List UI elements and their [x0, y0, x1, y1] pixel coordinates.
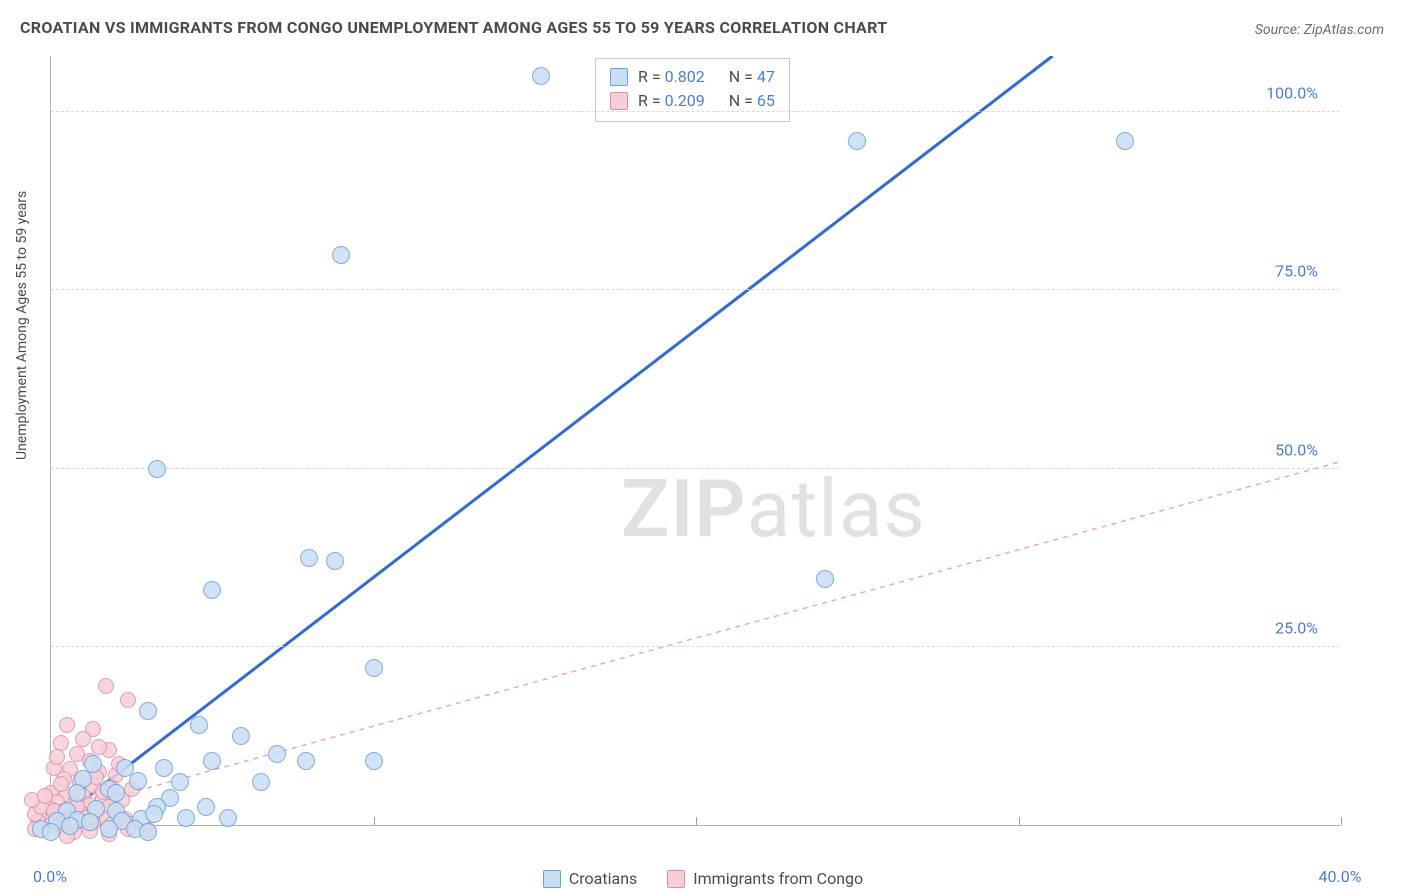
point-croatian	[326, 552, 344, 570]
point-congo	[59, 717, 75, 733]
y-tick-label: 50.0%	[1275, 440, 1318, 459]
regression-line	[51, 462, 1340, 814]
x-tick	[696, 817, 697, 825]
x-tick	[374, 817, 375, 825]
point-croatian	[145, 805, 163, 823]
point-congo	[49, 749, 65, 765]
legend-n: N = 47	[729, 65, 775, 89]
source-attribution: Source: ZipAtlas.com	[1255, 22, 1384, 38]
point-croatian	[300, 549, 318, 567]
point-croatian	[365, 752, 383, 770]
legend-r: R = 0.802	[638, 65, 705, 89]
point-croatian	[129, 772, 147, 790]
point-croatian	[190, 716, 208, 734]
point-croatian	[61, 817, 79, 835]
x-tick	[1019, 817, 1020, 825]
swatch-congo	[667, 870, 685, 888]
y-tick-label: 75.0%	[1275, 262, 1318, 281]
regression-lines	[51, 56, 1340, 825]
legend-r: R = 0.209	[638, 89, 705, 113]
x-tick-label: 0.0%	[33, 867, 67, 886]
point-croatian	[252, 773, 270, 791]
point-congo	[53, 776, 69, 792]
gridline-h	[51, 289, 1340, 290]
point-congo	[75, 731, 91, 747]
legend-row: R = 0.209 N = 65	[610, 89, 775, 113]
point-congo	[91, 739, 107, 755]
legend-n: N = 65	[729, 89, 775, 113]
point-congo	[37, 788, 53, 804]
point-croatian	[139, 823, 157, 841]
watermark: ZIPatlas	[621, 462, 926, 556]
legend-swatch	[610, 68, 628, 86]
point-croatian	[219, 809, 237, 827]
correlation-legend: R = 0.802 N = 47 R = 0.209 N = 65	[595, 58, 790, 122]
point-croatian	[848, 132, 866, 150]
point-croatian	[365, 659, 383, 677]
point-croatian	[148, 460, 166, 478]
regression-line	[51, 56, 1053, 825]
watermark-zip: ZIP	[621, 462, 747, 556]
point-croatian	[1116, 132, 1134, 150]
point-croatian	[203, 752, 221, 770]
point-croatian	[197, 798, 215, 816]
point-croatian	[42, 823, 60, 841]
legend-swatch	[610, 92, 628, 110]
y-tick-label: 25.0%	[1275, 618, 1318, 637]
point-croatian	[68, 784, 86, 802]
point-croatian	[297, 752, 315, 770]
point-croatian	[155, 759, 173, 777]
x-tick-label: 40.0%	[1319, 867, 1362, 886]
point-croatian	[268, 745, 286, 763]
legend-item-congo: Immigrants from Congo	[667, 869, 863, 888]
legend-label-congo: Immigrants from Congo	[693, 869, 863, 888]
x-tick	[1341, 817, 1342, 825]
point-croatian	[177, 809, 195, 827]
point-croatian	[532, 67, 550, 85]
point-croatian	[139, 702, 157, 720]
point-croatian	[232, 727, 250, 745]
chart-container: CROATIAN VS IMMIGRANTS FROM CONGO UNEMPL…	[0, 0, 1406, 892]
y-axis-label: Unemployment Among Ages 55 to 59 years	[14, 191, 30, 460]
watermark-atlas: atlas	[747, 462, 926, 556]
gridline-h	[51, 111, 1340, 112]
legend-row: R = 0.802 N = 47	[610, 65, 775, 89]
series-legend: Croatians Immigrants from Congo	[0, 869, 1406, 888]
gridline-h	[51, 468, 1340, 469]
point-croatian	[81, 813, 99, 831]
plot-area: ZIPatlas R = 0.802N = 47R = 0.209N = 65 …	[50, 56, 1340, 826]
swatch-croatians	[543, 870, 561, 888]
legend-label-croatians: Croatians	[569, 869, 637, 888]
point-croatian	[107, 784, 125, 802]
gridline-h	[51, 646, 1340, 647]
y-tick-label: 100.0%	[1266, 84, 1318, 103]
point-croatian	[816, 570, 834, 588]
point-congo	[98, 678, 114, 694]
point-croatian	[100, 820, 118, 838]
point-congo	[120, 692, 136, 708]
point-croatian	[203, 581, 221, 599]
chart-title: CROATIAN VS IMMIGRANTS FROM CONGO UNEMPL…	[20, 18, 887, 37]
legend-item-croatians: Croatians	[543, 869, 637, 888]
point-croatian	[171, 773, 189, 791]
point-croatian	[332, 246, 350, 264]
